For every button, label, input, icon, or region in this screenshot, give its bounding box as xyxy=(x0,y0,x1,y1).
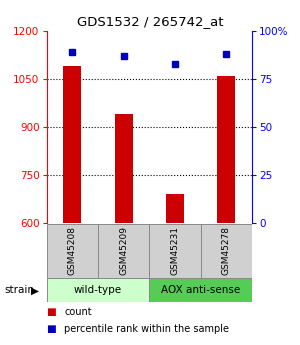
Text: GSM45208: GSM45208 xyxy=(68,226,77,276)
Text: GSM45209: GSM45209 xyxy=(119,226,128,276)
Bar xyxy=(115,114,133,223)
Text: wild-type: wild-type xyxy=(74,285,122,295)
Text: GDS1532 / 265742_at: GDS1532 / 265742_at xyxy=(77,16,223,29)
Bar xyxy=(217,76,235,223)
Bar xyxy=(46,224,98,278)
Bar xyxy=(149,224,201,278)
Text: GSM45278: GSM45278 xyxy=(222,226,231,276)
Bar xyxy=(149,278,252,302)
Text: ▶: ▶ xyxy=(31,286,38,295)
Bar xyxy=(46,278,149,302)
Text: AOX anti-sense: AOX anti-sense xyxy=(161,285,240,295)
Text: count: count xyxy=(64,307,92,317)
Bar xyxy=(201,224,252,278)
Text: ■: ■ xyxy=(46,324,56,334)
Bar xyxy=(166,194,184,223)
Text: ■: ■ xyxy=(46,307,56,317)
Text: GSM45231: GSM45231 xyxy=(170,226,179,276)
Text: percentile rank within the sample: percentile rank within the sample xyxy=(64,324,230,334)
Bar xyxy=(63,66,81,223)
Text: strain: strain xyxy=(4,286,34,295)
Bar xyxy=(98,224,149,278)
